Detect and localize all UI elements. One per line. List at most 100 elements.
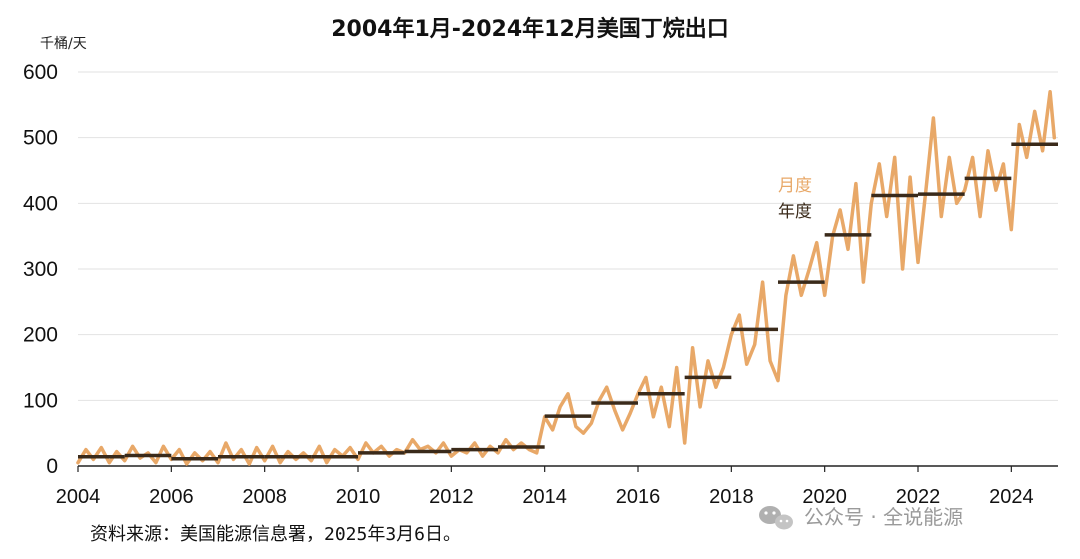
monthly-point — [971, 156, 974, 159]
x-tick-label-2008: 2008 — [242, 486, 287, 508]
monthly-point — [388, 455, 391, 457]
monthly-point — [1041, 150, 1044, 152]
wechat-icon — [759, 506, 793, 530]
monthly-point — [357, 458, 359, 461]
monthly-point — [862, 281, 865, 283]
monthly-series — [76, 89, 1057, 466]
monthly-point — [481, 455, 484, 457]
monthly-point — [232, 458, 235, 461]
monthly-point — [925, 189, 927, 191]
monthly-point — [987, 150, 989, 152]
monthly-point — [263, 459, 266, 462]
monthly-point — [613, 409, 616, 411]
monthly-point — [605, 386, 608, 389]
monthly-point — [660, 386, 663, 389]
monthly-point — [450, 455, 453, 457]
annual-series — [78, 142, 1058, 461]
monthly-point — [155, 461, 157, 464]
monthly-point — [753, 343, 756, 346]
watermark: 公众号 · 全说能源 — [759, 505, 963, 530]
monthly-point — [567, 392, 569, 395]
monthly-point — [271, 445, 274, 448]
monthly-point — [162, 445, 165, 448]
monthly-point — [147, 452, 149, 454]
monthly-point — [473, 442, 476, 444]
monthly-point — [349, 446, 351, 449]
monthly-point — [1002, 163, 1005, 165]
x-tick-label-2014: 2014 — [522, 486, 567, 508]
x-tick-label-2016: 2016 — [616, 486, 661, 508]
monthly-point — [917, 261, 919, 264]
monthly-point — [427, 445, 429, 448]
monthly-point — [193, 452, 196, 454]
monthly-point — [318, 445, 321, 448]
monthly-point — [1033, 110, 1036, 113]
monthly-point — [1049, 90, 1051, 93]
x-tick-label-2018: 2018 — [709, 486, 754, 508]
monthly-point — [217, 461, 219, 464]
x-axis: 2004 2006 2008 2010 2012 2014 2016 2018 2020 2022… — [56, 465, 1058, 508]
x-tick-label-2020: 2020 — [802, 486, 847, 508]
monthly-point — [707, 360, 709, 362]
monthly-point — [465, 452, 468, 454]
monthly-point — [885, 215, 888, 218]
monthly-point — [745, 363, 748, 366]
monthly-point — [940, 215, 943, 218]
x-tick-label-2006: 2006 — [149, 486, 194, 508]
monthly-point — [668, 425, 671, 428]
monthly-point — [955, 202, 958, 205]
monthly-point — [209, 450, 211, 453]
x-tick-label-2012: 2012 — [429, 486, 474, 508]
monthly-point — [800, 294, 803, 297]
monthly-point — [722, 366, 725, 369]
monthly-point — [248, 463, 251, 465]
monthly-point — [108, 461, 111, 464]
monthly-point — [302, 452, 305, 454]
monthly-point — [675, 366, 678, 369]
monthly-point — [715, 386, 717, 389]
monthly-point — [115, 450, 118, 453]
monthly-point — [932, 117, 935, 119]
monthly-point — [333, 448, 336, 451]
x-tick-label-2010: 2010 — [336, 486, 381, 508]
monthly-point — [131, 445, 134, 448]
monthly-point — [287, 450, 289, 453]
monthly-point — [979, 215, 981, 218]
monthly-point — [691, 347, 694, 349]
monthly-point — [590, 422, 593, 425]
monthly-point — [792, 255, 795, 257]
gridlines — [78, 71, 1058, 401]
monthly-point — [1010, 228, 1013, 231]
monthly-point — [178, 448, 181, 451]
monthly-point — [100, 446, 103, 449]
monthly-point — [1018, 123, 1021, 126]
monthly-point — [559, 406, 561, 408]
y-tick-label-600: 600 — [23, 61, 58, 84]
monthly-point — [512, 448, 515, 451]
monthly-point — [652, 415, 655, 418]
monthly-point — [893, 156, 896, 159]
monthly-point — [1025, 156, 1028, 159]
monthly-point — [535, 452, 538, 454]
monthly-point — [185, 463, 188, 465]
y-axis-ticks: 0 100 200 300 400 500 600 — [23, 61, 58, 478]
monthly-point — [808, 268, 811, 270]
monthly-point — [139, 457, 141, 459]
monthly-point — [442, 442, 445, 444]
monthly-point — [380, 445, 383, 448]
monthly-point — [621, 429, 624, 431]
y-tick-label-400: 400 — [23, 192, 58, 215]
monthly-point — [839, 209, 841, 211]
monthly-point — [365, 442, 367, 444]
chart-title: 2004年1月-2024年12月美国丁烷出口 — [331, 16, 729, 42]
monthly-point — [785, 294, 787, 297]
monthly-point — [699, 406, 701, 408]
monthly-point — [730, 333, 733, 336]
monthly-point — [761, 281, 764, 283]
monthly-point — [575, 425, 577, 428]
unit-label: 千桶/天 — [40, 36, 87, 52]
monthly-point — [1053, 136, 1056, 139]
monthly-point — [878, 163, 881, 165]
monthly-point — [777, 379, 779, 382]
